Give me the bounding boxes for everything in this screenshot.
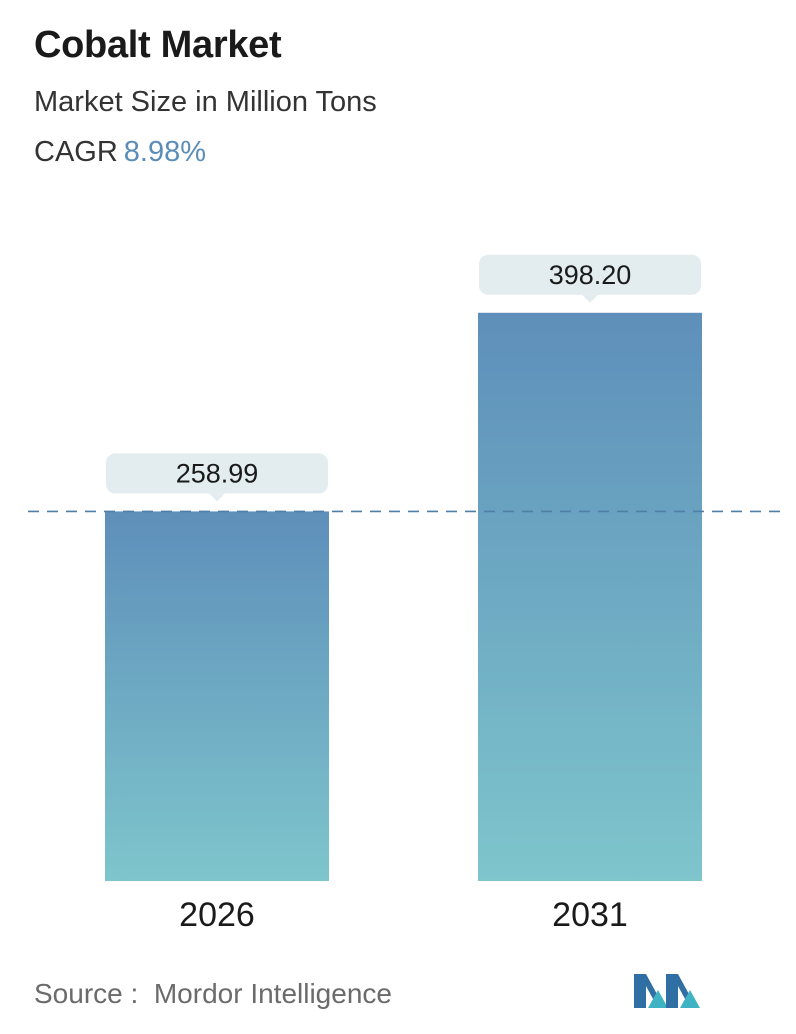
cagr-line: CAGR 8.98% <box>34 136 206 169</box>
value-label-text: 398.20 <box>549 260 632 290</box>
bar-2026 <box>105 511 329 881</box>
x-tick-label-2026: 2026 <box>179 896 255 934</box>
x-tick-labels-layer: 2026 2031 <box>179 896 628 934</box>
chart-subtitle: Market Size in Million Tons <box>34 86 377 118</box>
bar-chart: 258.99 398.20 2026 2031 <box>28 254 786 934</box>
chart-title: Cobalt Market <box>34 24 282 66</box>
source-label: Source : <box>34 978 139 1009</box>
bars-layer <box>105 312 702 882</box>
value-label-text: 258.99 <box>176 458 259 488</box>
value-labels-layer: 258.99 398.20 <box>106 254 701 502</box>
cagr-value: 8.98% <box>123 136 207 168</box>
source-value: Mordor Intelligence <box>153 978 392 1009</box>
cagr-label: CAGR <box>34 136 118 168</box>
value-label-pointer <box>209 493 225 502</box>
value-label-box <box>106 453 328 494</box>
value-label-pointer <box>582 294 598 303</box>
source-text: Source : Mordor Intelligence <box>34 978 392 1010</box>
mordor-intelligence-logo-icon <box>634 968 700 1015</box>
value-label-2031: 398.20 <box>479 254 701 303</box>
bar-2031 <box>478 312 702 882</box>
value-label-2026: 258.99 <box>106 453 328 502</box>
value-label-box <box>479 254 701 295</box>
x-tick-label-2031: 2031 <box>552 896 628 934</box>
